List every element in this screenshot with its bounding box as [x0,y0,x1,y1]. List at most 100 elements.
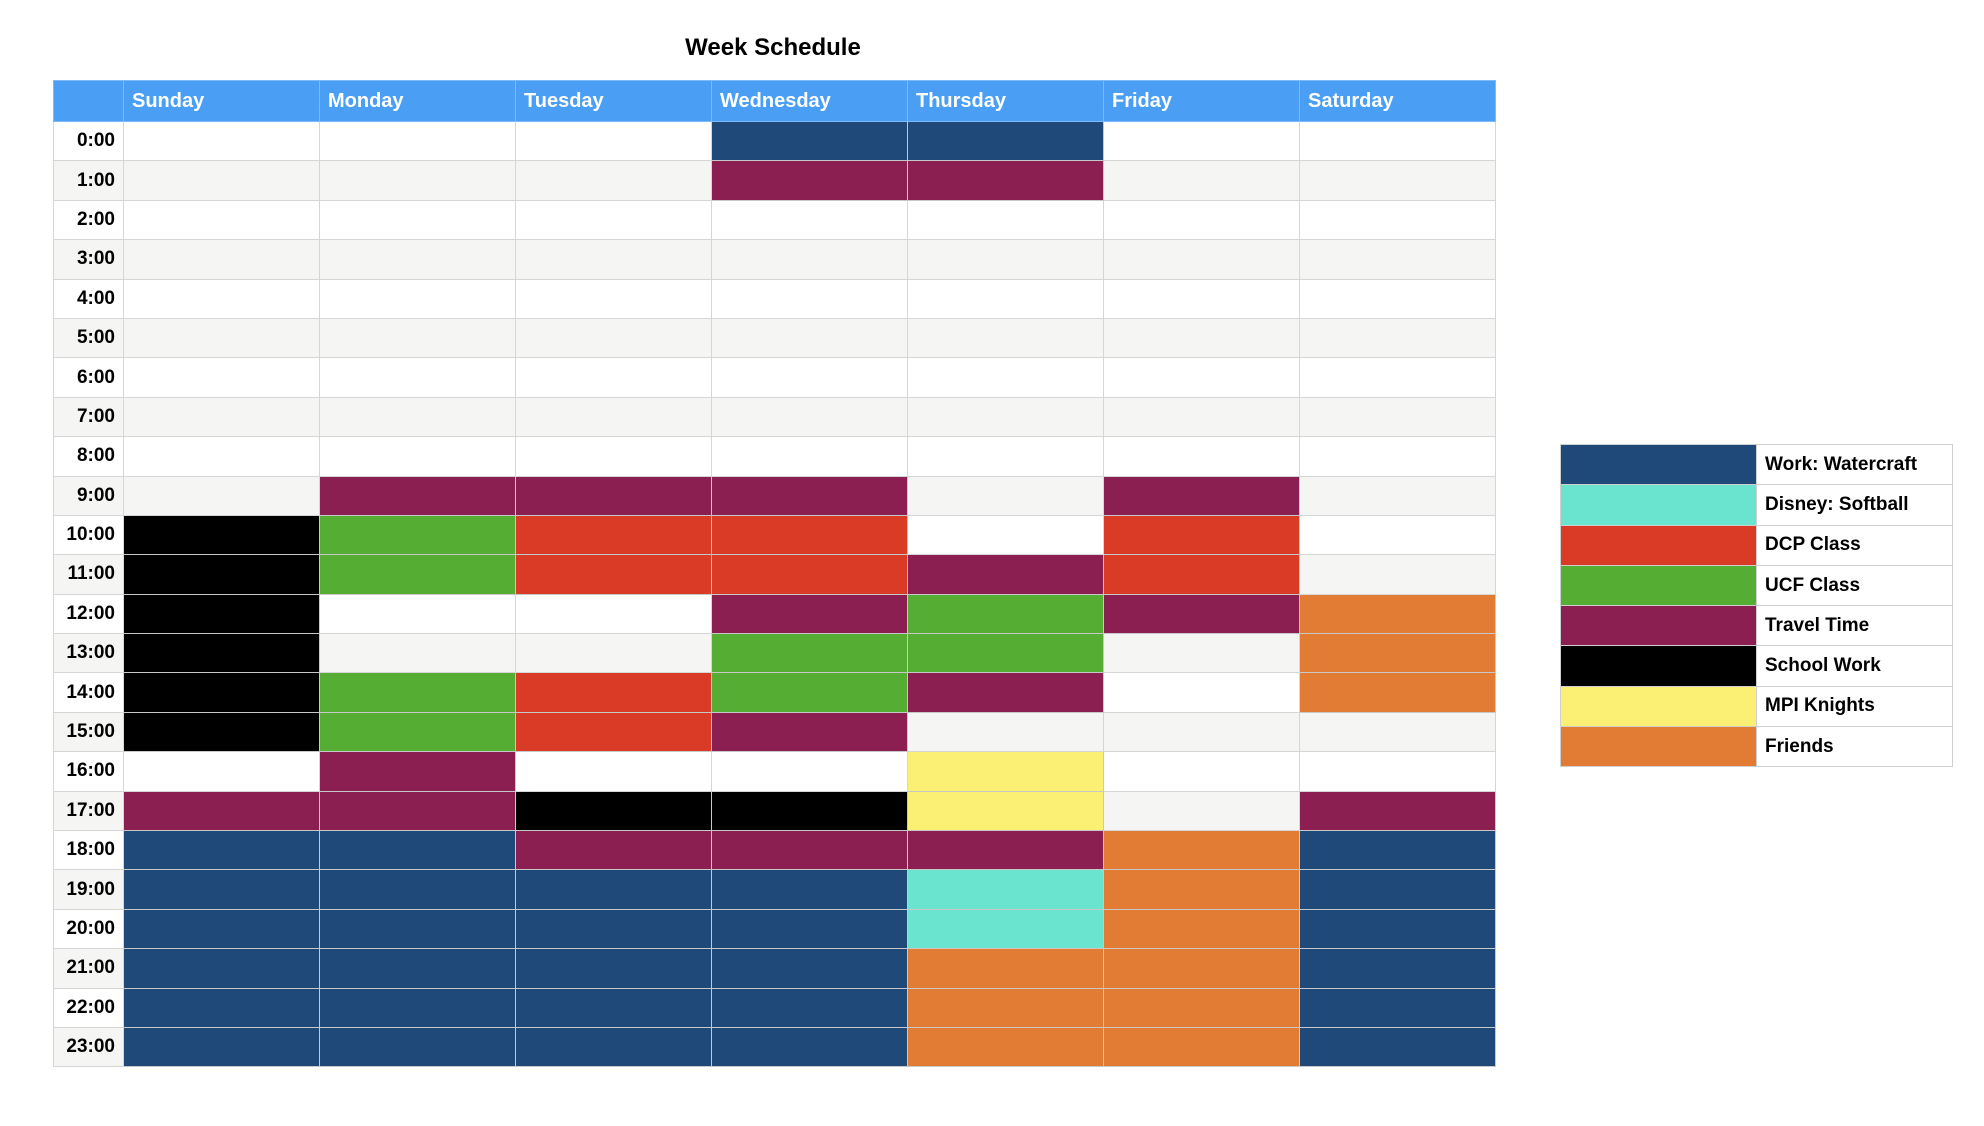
schedule-cell-thursday[interactable] [907,278,1104,319]
schedule-cell-saturday[interactable] [1299,948,1496,989]
schedule-cell-wednesday[interactable] [711,908,908,950]
schedule-cell-wednesday[interactable] [711,751,908,792]
schedule-cell-friday[interactable] [1103,869,1300,910]
schedule-cell-friday[interactable] [1103,1026,1300,1068]
schedule-cell-saturday[interactable] [1299,475,1496,516]
schedule-cell-tuesday[interactable] [515,396,712,438]
schedule-cell-friday[interactable] [1103,593,1300,635]
schedule-cell-thursday[interactable] [907,672,1104,713]
schedule-cell-monday[interactable] [319,593,516,635]
schedule-cell-wednesday[interactable] [711,160,908,201]
schedule-cell-saturday[interactable] [1299,357,1496,398]
schedule-cell-wednesday[interactable] [711,672,908,713]
schedule-cell-tuesday[interactable] [515,1026,712,1068]
schedule-cell-monday[interactable] [319,317,516,359]
schedule-cell-monday[interactable] [319,751,516,792]
schedule-cell-monday[interactable] [319,633,516,674]
schedule-cell-friday[interactable] [1103,633,1300,674]
schedule-cell-sunday[interactable] [123,436,320,477]
schedule-cell-monday[interactable] [319,830,516,871]
schedule-cell-thursday[interactable] [907,987,1104,1028]
schedule-cell-thursday[interactable] [907,317,1104,359]
schedule-cell-friday[interactable] [1103,357,1300,398]
schedule-cell-saturday[interactable] [1299,554,1496,595]
schedule-cell-friday[interactable] [1103,751,1300,792]
schedule-cell-tuesday[interactable] [515,948,712,989]
schedule-cell-saturday[interactable] [1299,160,1496,201]
schedule-cell-thursday[interactable] [907,908,1104,950]
schedule-cell-wednesday[interactable] [711,830,908,871]
schedule-cell-monday[interactable] [319,120,516,162]
schedule-cell-tuesday[interactable] [515,790,712,832]
schedule-cell-sunday[interactable] [123,711,320,753]
schedule-cell-sunday[interactable] [123,672,320,713]
schedule-cell-thursday[interactable] [907,239,1104,280]
schedule-cell-tuesday[interactable] [515,987,712,1028]
schedule-cell-wednesday[interactable] [711,120,908,162]
schedule-cell-friday[interactable] [1103,278,1300,319]
schedule-cell-friday[interactable] [1103,514,1300,556]
schedule-cell-thursday[interactable] [907,751,1104,792]
schedule-cell-sunday[interactable] [123,514,320,556]
schedule-cell-sunday[interactable] [123,357,320,398]
schedule-cell-friday[interactable] [1103,160,1300,201]
schedule-cell-saturday[interactable] [1299,593,1496,635]
schedule-cell-thursday[interactable] [907,948,1104,989]
schedule-cell-saturday[interactable] [1299,633,1496,674]
schedule-cell-friday[interactable] [1103,711,1300,753]
schedule-cell-monday[interactable] [319,278,516,319]
schedule-cell-sunday[interactable] [123,948,320,989]
schedule-cell-wednesday[interactable] [711,948,908,989]
schedule-cell-saturday[interactable] [1299,514,1496,556]
schedule-cell-monday[interactable] [319,357,516,398]
schedule-cell-monday[interactable] [319,436,516,477]
schedule-cell-saturday[interactable] [1299,436,1496,477]
schedule-cell-sunday[interactable] [123,1026,320,1068]
schedule-cell-wednesday[interactable] [711,396,908,438]
schedule-cell-thursday[interactable] [907,396,1104,438]
schedule-cell-tuesday[interactable] [515,160,712,201]
schedule-cell-wednesday[interactable] [711,987,908,1028]
schedule-cell-friday[interactable] [1103,908,1300,950]
schedule-cell-thursday[interactable] [907,436,1104,477]
schedule-cell-monday[interactable] [319,869,516,910]
schedule-cell-thursday[interactable] [907,160,1104,201]
schedule-cell-wednesday[interactable] [711,278,908,319]
schedule-cell-sunday[interactable] [123,160,320,201]
schedule-cell-friday[interactable] [1103,830,1300,871]
schedule-cell-tuesday[interactable] [515,751,712,792]
schedule-cell-saturday[interactable] [1299,278,1496,319]
schedule-cell-saturday[interactable] [1299,1026,1496,1068]
schedule-cell-tuesday[interactable] [515,199,712,241]
schedule-cell-sunday[interactable] [123,908,320,950]
schedule-cell-saturday[interactable] [1299,672,1496,713]
schedule-cell-monday[interactable] [319,514,516,556]
schedule-cell-friday[interactable] [1103,554,1300,595]
schedule-cell-tuesday[interactable] [515,120,712,162]
schedule-cell-saturday[interactable] [1299,711,1496,753]
schedule-cell-wednesday[interactable] [711,554,908,595]
schedule-cell-thursday[interactable] [907,830,1104,871]
schedule-cell-wednesday[interactable] [711,475,908,516]
schedule-cell-friday[interactable] [1103,790,1300,832]
schedule-cell-wednesday[interactable] [711,633,908,674]
schedule-cell-wednesday[interactable] [711,239,908,280]
schedule-cell-monday[interactable] [319,711,516,753]
schedule-cell-saturday[interactable] [1299,987,1496,1028]
schedule-cell-friday[interactable] [1103,436,1300,477]
schedule-cell-sunday[interactable] [123,790,320,832]
schedule-cell-saturday[interactable] [1299,120,1496,162]
schedule-cell-thursday[interactable] [907,593,1104,635]
schedule-cell-friday[interactable] [1103,672,1300,713]
schedule-cell-sunday[interactable] [123,869,320,910]
schedule-cell-sunday[interactable] [123,475,320,516]
schedule-cell-monday[interactable] [319,790,516,832]
schedule-cell-tuesday[interactable] [515,554,712,595]
schedule-cell-saturday[interactable] [1299,751,1496,792]
schedule-cell-monday[interactable] [319,987,516,1028]
schedule-cell-wednesday[interactable] [711,357,908,398]
schedule-cell-tuesday[interactable] [515,317,712,359]
schedule-cell-sunday[interactable] [123,633,320,674]
schedule-cell-sunday[interactable] [123,199,320,241]
schedule-cell-thursday[interactable] [907,475,1104,516]
